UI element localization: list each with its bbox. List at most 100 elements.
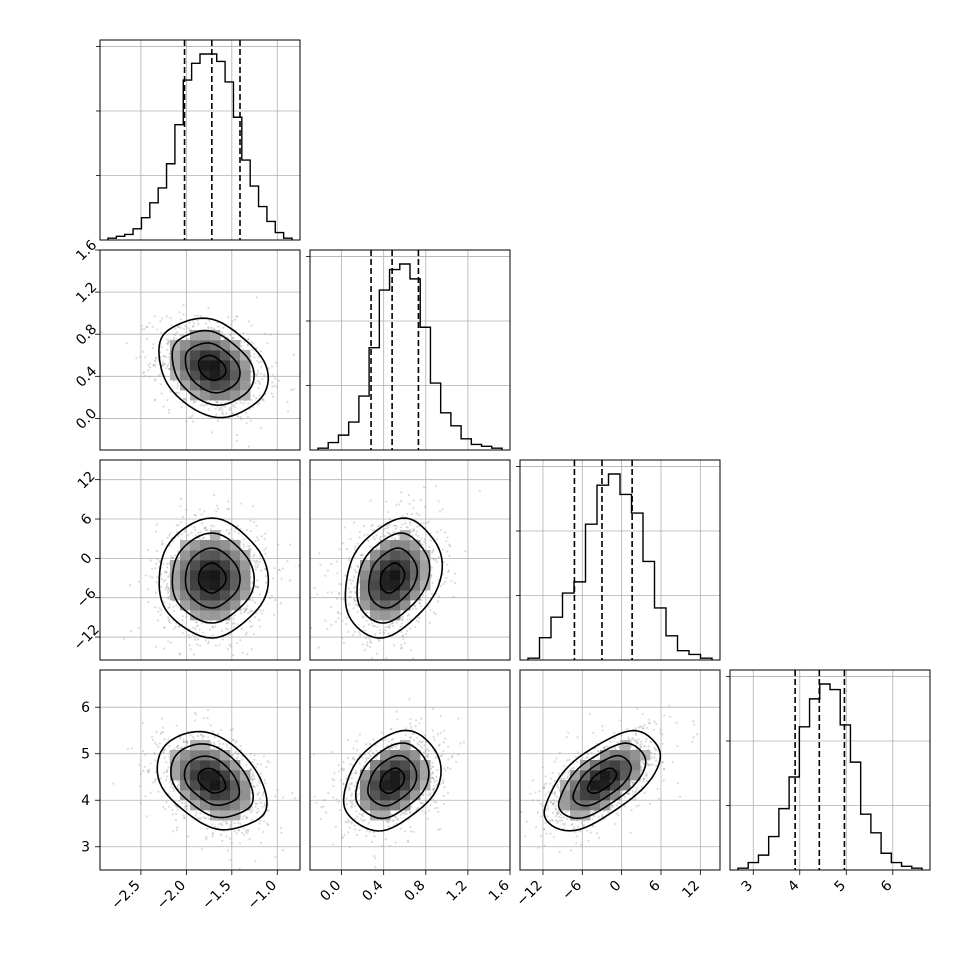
scatter-point (379, 535, 382, 539)
scatter-point (179, 318, 183, 321)
scatter-point (256, 566, 259, 569)
scatter-point (409, 627, 412, 630)
scatter-point (167, 356, 170, 359)
scatter-point (428, 545, 431, 548)
scatter-point (245, 422, 248, 425)
scatter-point (352, 747, 355, 750)
scatter-point (151, 346, 155, 349)
scatter-point (210, 431, 214, 434)
scatter-point (226, 622, 229, 625)
scatter-point (146, 548, 150, 551)
scatter-point (366, 611, 369, 614)
scatter-point (387, 632, 390, 635)
scatter-point (449, 545, 452, 548)
scatter-point (170, 641, 173, 644)
scatter-point (348, 595, 351, 598)
scatter-point (196, 734, 200, 737)
scatter-point (353, 548, 356, 551)
scatter-point (197, 816, 200, 820)
scatter-point (349, 800, 352, 803)
scatter-point (235, 832, 238, 835)
scatter-point (167, 367, 171, 371)
scatter-point (218, 408, 222, 411)
scatter-point (147, 771, 150, 774)
scatter-point (253, 616, 257, 619)
scatter-point (155, 591, 158, 594)
scatter-point (431, 661, 433, 663)
density-cell (240, 370, 251, 381)
density-cell (220, 340, 231, 351)
scatter-point (163, 600, 166, 604)
scatter-point (437, 500, 440, 503)
density-cell (240, 360, 251, 371)
scatter-point (234, 751, 237, 754)
scatter-point (164, 808, 167, 811)
scatter-point (129, 630, 133, 633)
scatter-point (228, 408, 231, 411)
scatter-point (194, 400, 197, 404)
scatter-point (256, 793, 259, 796)
density-cell (200, 390, 211, 401)
scatter-point (274, 361, 278, 364)
scatter-point (179, 497, 183, 500)
scatter-point (231, 754, 234, 757)
scatter-point (341, 619, 344, 622)
scatter-point (252, 555, 255, 558)
scatter-point (353, 521, 356, 524)
scatter-point (170, 324, 173, 327)
density-cell (380, 600, 391, 611)
scatter-point (356, 610, 359, 613)
scatter-point (231, 412, 234, 415)
scatter-point (350, 582, 353, 585)
scatter-point (228, 643, 231, 646)
scatter-point (372, 624, 375, 628)
scatter-point (317, 646, 320, 649)
scatter-point (411, 607, 415, 610)
density-cell (410, 540, 421, 551)
scatter-point (444, 737, 447, 740)
scatter-point (274, 795, 277, 798)
scatter-point (454, 572, 457, 575)
scatter-point (196, 643, 199, 646)
scatter-point (401, 619, 404, 622)
scatter-point (147, 588, 150, 591)
scatter-point (263, 803, 266, 807)
scatter-point (171, 556, 174, 560)
scatter-point (337, 612, 340, 615)
scatter-point (442, 780, 445, 783)
scatter-point (251, 581, 254, 584)
scatter-point (239, 822, 242, 826)
scatter-point (350, 777, 354, 780)
density-cell (190, 370, 201, 381)
scatter-point (262, 791, 265, 795)
scatter-point (338, 548, 341, 551)
scatter-point (221, 409, 224, 412)
scatter-point (210, 326, 213, 329)
scatter-point (377, 525, 380, 528)
scatter-point (251, 772, 255, 775)
scatter-point (148, 321, 151, 325)
scatter-point (421, 543, 424, 546)
scatter-point (225, 412, 228, 415)
scatter-point (255, 585, 258, 588)
scatter-point (151, 567, 154, 570)
scatter-point (293, 797, 297, 800)
scatter-point (168, 574, 171, 578)
scatter-point (442, 582, 445, 586)
scatter-point (195, 620, 198, 624)
contour-level (356, 532, 431, 624)
density-cell (220, 380, 231, 391)
density-cell (210, 360, 221, 371)
scatter-point (167, 339, 170, 342)
density-cell (220, 590, 231, 601)
scatter-point (259, 772, 263, 775)
scatter-point (194, 814, 197, 817)
contour-level (379, 562, 406, 594)
scatter-point (186, 741, 189, 744)
scatter-point (402, 634, 405, 637)
scatter-point (193, 719, 197, 722)
scatter-point (187, 835, 190, 838)
histogram-p1 (317, 263, 503, 450)
scatter-point (326, 591, 329, 594)
scatter-point (185, 805, 188, 808)
